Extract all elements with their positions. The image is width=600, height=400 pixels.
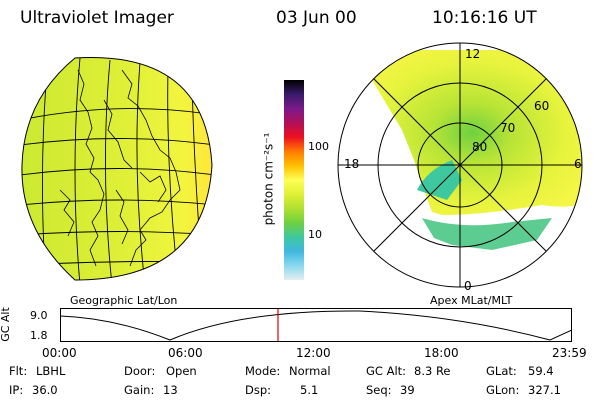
- glon-label: GLon:: [486, 383, 520, 397]
- lat-label-70: 70: [500, 121, 515, 135]
- flt-value: LBHL: [36, 364, 66, 378]
- colorbar-tick-10: 10: [308, 228, 322, 241]
- time-label: 10:16:16 UT: [432, 8, 537, 28]
- glon-value: 327.1: [528, 383, 561, 397]
- date-label: 03 Jun 00: [276, 8, 357, 28]
- colorbar-tick-100: 100: [308, 140, 329, 153]
- gcalt-label: GC Alt:: [366, 364, 407, 378]
- mlt-label-12: 12: [465, 47, 480, 61]
- dsp-label: Dsp:: [245, 383, 272, 397]
- geographic-globe-image: [21, 56, 213, 281]
- timeline-xtick-0600: 06:00: [168, 346, 203, 360]
- lat-label-80: 80: [472, 140, 487, 154]
- gcalt-value: 8.3 Re: [414, 364, 451, 378]
- mlt-label-18: 18: [344, 157, 359, 171]
- timeline-xtick-0000: 00:00: [42, 346, 77, 360]
- ip-value: 36.0: [32, 383, 58, 397]
- glat-value: 59.4: [528, 364, 554, 378]
- right-panel-label: Apex MLat/MLT: [430, 294, 513, 307]
- timeline-xtick-1200: 12:00: [296, 346, 331, 360]
- ip-label: IP:: [9, 383, 24, 397]
- gain-label: Gain:: [124, 383, 155, 397]
- door-value: Open: [166, 364, 197, 378]
- flt-label: Flt:: [9, 364, 28, 378]
- colorbar: 100 10 photon cm⁻²s⁻¹: [261, 80, 329, 290]
- mode-label: Mode:: [245, 364, 281, 378]
- seq-label: Seq:: [366, 383, 392, 397]
- left-panel-label: Geographic Lat/Lon: [70, 294, 178, 307]
- mlt-label-6: 6: [574, 157, 582, 171]
- colorbar-unit-label: photon cm⁻²s⁻¹: [261, 132, 276, 226]
- lat-label-60: 60: [534, 99, 549, 113]
- timeline-ytick-low: 1.8: [30, 329, 48, 342]
- colorbar-scale: [284, 80, 304, 280]
- timeline-xtick-2359: 23:59: [552, 346, 587, 360]
- altitude-timeline: [60, 308, 572, 342]
- dsp-value: 5.1: [300, 383, 319, 397]
- gain-value: 13: [163, 383, 178, 397]
- seq-value: 39: [400, 383, 415, 397]
- timeline-ytick-high: 9.0: [30, 309, 48, 322]
- polar-plot: 12 18 6 0 60 70 80: [337, 42, 583, 293]
- door-label: Door:: [124, 364, 156, 378]
- mlt-label-0: 0: [464, 279, 472, 293]
- timeline-ylabel: GC Alt: [0, 307, 12, 342]
- timeline-xtick-1800: 18:00: [424, 346, 459, 360]
- glat-label: GLat:: [486, 364, 517, 378]
- instrument-title: Ultraviolet Imager: [20, 8, 174, 28]
- mode-value: Normal: [289, 364, 331, 378]
